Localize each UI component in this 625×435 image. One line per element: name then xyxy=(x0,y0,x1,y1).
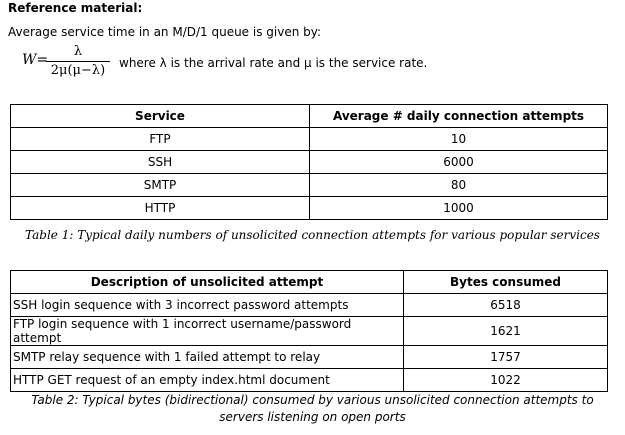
formula-numerator: λ xyxy=(73,44,83,59)
table-row: SSH login sequence with 3 incorrect pass… xyxy=(10,293,608,317)
table-cell: 10 xyxy=(309,127,608,151)
header-cell: Bytes consumed xyxy=(403,270,608,294)
table-cell: FTP login sequence with 1 incorrect user… xyxy=(10,316,404,346)
table-2: Description of unsolicited attempt Bytes … xyxy=(10,270,608,392)
heading: Reference material: xyxy=(8,1,143,15)
table-cell: SMTP xyxy=(10,173,310,197)
caption-2: Table 2: Typical bytes (bidirectional) c… xyxy=(31,393,594,424)
table-cell: SSH login sequence with 3 incorrect pass… xyxy=(10,293,404,317)
table-row: SMTP 80 xyxy=(10,173,608,197)
table-row: HTTP GET request of an empty index.html … xyxy=(10,368,608,392)
table-cell: SSH xyxy=(10,150,310,174)
table-cell: 80 xyxy=(309,173,608,197)
formula-denominator: 2μ(μ−λ) xyxy=(50,63,106,78)
table-cell: SMTP relay sequence with 1 failed attemp… xyxy=(10,345,404,369)
formula-note: where λ is the arrival rate and μ is the… xyxy=(119,56,428,70)
table-row: SSH 6000 xyxy=(10,150,608,174)
table-1: Service Average # daily connection attemp… xyxy=(10,104,608,220)
table-row: FTP 10 xyxy=(10,127,608,151)
header-cell: Service xyxy=(10,104,310,128)
intro: Average service time in an M/D/1 queue i… xyxy=(8,25,322,39)
table-cell: 1757 xyxy=(403,345,608,369)
formula-lhs: W= xyxy=(22,52,49,68)
fraction-bar xyxy=(46,61,110,62)
table-cell: 1022 xyxy=(403,368,608,392)
table-cell: 1000 xyxy=(309,196,608,220)
table-cell: HTTP GET request of an empty index.html … xyxy=(10,368,404,392)
header-cell: Average # daily connection attempts xyxy=(309,104,608,128)
caption-1: Table 1: Typical daily numbers of unsoli… xyxy=(25,228,600,242)
table-cell: 6000 xyxy=(309,150,608,174)
table-cell: 6518 xyxy=(403,293,608,317)
header-cell: Description of unsolicited attempt xyxy=(10,270,404,294)
table-row: HTTP 1000 xyxy=(10,196,608,220)
table-cell: 1621 xyxy=(403,316,608,346)
table-row: SMTP relay sequence with 1 failed attemp… xyxy=(10,345,608,369)
table-cell: FTP xyxy=(10,127,310,151)
table-row: FTP login sequence with 1 incorrect user… xyxy=(10,316,608,346)
table-cell: HTTP xyxy=(10,196,310,220)
